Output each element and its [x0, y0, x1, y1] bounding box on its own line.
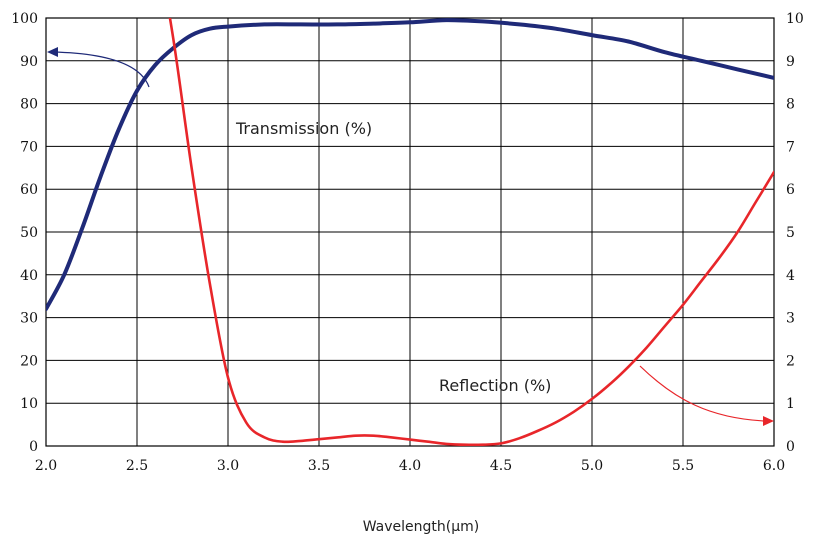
- x-tick-label: 4.0: [399, 458, 421, 474]
- y-right-tick-label: 5: [786, 225, 795, 241]
- x-tick-label: 4.5: [490, 458, 512, 474]
- y-right-tick-label: 6: [786, 182, 795, 198]
- arrows: [47, 47, 774, 426]
- grid: [45, 17, 775, 447]
- x-tick-label: 5.5: [672, 458, 694, 474]
- transmission-arrow: [51, 51, 150, 88]
- y-left-tick-label: 60: [20, 182, 38, 198]
- transmission-arrowhead: [47, 47, 58, 57]
- transmission-annotation: Transmission (%): [235, 119, 372, 138]
- reflection-arrowhead: [763, 416, 774, 426]
- y-right-tick-label: 10: [786, 11, 804, 27]
- reflection-annotation: Reflection (%): [439, 376, 551, 395]
- y-left-tick-label: 30: [20, 311, 38, 327]
- transmission-line: [46, 18, 774, 311]
- x-tick-label: 6.0: [763, 458, 785, 474]
- y-right-tick-label: 7: [786, 139, 795, 155]
- y-left-tick-label: 90: [20, 54, 38, 70]
- y-left-tick-label: 10: [20, 396, 38, 412]
- x-tick-labels: 2.0 2.5 3.0 3.5 4.0 4.5 5.0 5.5 6.0: [35, 458, 785, 474]
- x-tick-label: 3.5: [308, 458, 330, 474]
- y-right-tick-labels: 0 1 2 3 4 5 6 7 8 9 10: [786, 11, 804, 455]
- x-tick-label: 5.0: [581, 458, 603, 474]
- y-left-tick-label: 0: [29, 439, 38, 455]
- y-right-tick-label: 3: [786, 311, 795, 327]
- y-left-tick-label: 50: [20, 225, 38, 241]
- y-left-tick-label: 100: [11, 11, 38, 27]
- plot-frame: [45, 17, 775, 447]
- series-layer: [46, 18, 774, 446]
- y-right-tick-label: 2: [786, 353, 795, 369]
- y-left-tick-labels: 0 10 20 30 40 50 60 70 80 90 100: [11, 11, 38, 455]
- y-right-tick-label: 4: [786, 268, 795, 284]
- y-left-tick-label: 20: [20, 353, 38, 369]
- y-right-tick-label: 8: [786, 97, 795, 113]
- x-tick-label: 2.5: [126, 458, 148, 474]
- y-left-tick-label: 80: [20, 97, 38, 113]
- x-axis-label: Wavelength(μm): [363, 519, 480, 535]
- x-tick-label: 3.0: [217, 458, 239, 474]
- y-left-tick-label: 70: [20, 139, 38, 155]
- y-left-tick-label: 40: [20, 268, 38, 284]
- reflection-line: [168, 18, 774, 446]
- y-right-tick-label: 1: [786, 396, 795, 412]
- y-right-tick-label: 9: [786, 54, 795, 70]
- x-tick-label: 2.0: [35, 458, 57, 474]
- reflection-arrow: [639, 365, 765, 422]
- y-right-tick-label: 0: [786, 439, 795, 455]
